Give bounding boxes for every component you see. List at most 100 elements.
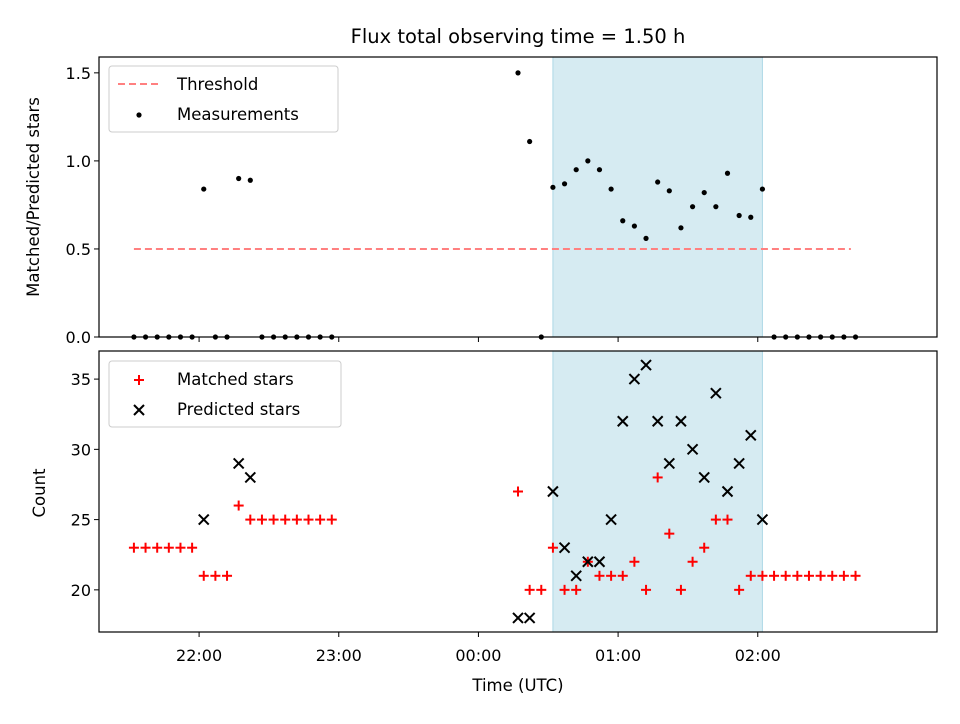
matched-star-point [734,584,745,595]
threshold-legend-label: Threshold [176,75,258,94]
bottom-y-tick-label: 35 [71,370,91,389]
matched-star-point [838,570,849,581]
measurement-point [585,158,591,164]
matched-star-point [559,584,570,595]
measurement-point [550,184,556,190]
top-y-axis-label: Matched/Predicted stars [24,97,43,297]
matched-star-point [803,570,814,581]
predicted-star-point [593,556,606,568]
predicted-star-point [232,457,245,470]
bottom-x-axis-label: Time (UTC) [471,676,563,695]
bottom-shaded-region [552,350,763,633]
top-shaded-region [552,56,763,338]
matched-star-point [815,570,826,581]
measurement-point [247,177,253,183]
measurement-point [608,186,614,192]
measurement-point [596,167,603,173]
predicted-stars-legend-swatch [133,404,145,416]
matched-star-point [664,528,675,539]
predicted-star-point [733,457,745,470]
bottom-y-tick-label: 20 [71,581,91,600]
measurement-point [713,204,719,210]
measurement-point [527,138,533,145]
bottom-x-tick-label: 00:00 [455,646,501,665]
matched-star-point [757,570,768,581]
matched-star-point [850,570,861,581]
predicted-star-point [547,485,559,498]
predicted-star-point [558,541,571,554]
bottom-x-tick-label: 23:00 [316,646,362,665]
measurements-legend-label: Measurements [177,105,299,124]
predicted-star-point [512,612,524,624]
matched-star-point [175,542,186,553]
matched-star-point [617,570,628,581]
predicted-star-point [745,429,757,442]
predicted-star-point [605,513,617,526]
matched-star-point [687,556,698,567]
matched-star-point [827,570,838,581]
chart-title: Flux total observing time = 1.50 h [351,25,686,48]
matched-star-point [722,514,733,525]
measurement-point [678,225,684,231]
predicted-star-point [244,471,257,484]
top-y-tick-label: 1.0 [66,152,91,171]
measurement-point [655,179,661,185]
bottom-y-axis-label: Count [30,468,49,518]
measurement-point [701,189,707,196]
predicted-star-point [698,471,710,484]
top-legend-frame [108,65,339,133]
matched-star-point [641,584,652,595]
bottom-plot-frame [98,350,938,633]
matched-star-point [769,570,780,581]
predicted-star-point [686,443,699,456]
measurement-point [736,212,742,219]
predicted-star-point [198,513,210,526]
top-legend: Threshold Measurements [108,65,339,133]
bottom-y-tick-label: 25 [71,511,91,530]
predicted-star-point [756,513,769,526]
measurement-point [631,223,637,229]
matched-star-point [233,500,244,511]
matched-star-point [629,556,640,567]
predicted-stars-legend-label: Predicted stars [177,400,300,419]
top-plot-frame [98,56,938,338]
predicted-stars-series [198,359,769,624]
matched-star-point [571,584,582,595]
measurement-point [748,214,754,220]
matched-star-point [198,570,209,581]
matched-star-point [780,570,791,581]
bottom-y-tick-label: 30 [71,440,91,459]
matched-stars-legend-swatch [134,375,144,385]
measurement-point [724,170,731,176]
matched-star-point [547,542,558,553]
measurement-point [561,181,568,187]
matched-star-point [710,514,721,525]
measurement-point [201,186,207,192]
predicted-star-point [628,373,641,385]
measurement-point [573,167,579,173]
top-shaded-band [552,56,763,338]
measurement-point [759,186,766,192]
bottom-x-tick-label: 01:00 [595,646,641,665]
predicted-star-point [570,570,582,582]
matched-star-point [536,584,547,595]
matched-star-point [163,542,174,553]
matched-star-point [606,570,617,581]
matched-star-point [245,514,256,525]
predicted-star-point [640,359,652,371]
matched-star-point [280,514,291,525]
matched-star-point [594,570,605,581]
matched-star-point [315,514,326,525]
matched-stars-legend-label: Matched stars [177,370,294,389]
top-axis-ticks: 0.0 0.5 1.0 1.5 [66,64,759,347]
matched-star-point [652,472,663,483]
predicted-star-point [721,485,734,498]
top-y-tick-label: 1.5 [66,64,91,83]
measurement-point [643,235,649,241]
matched-star-point [256,514,267,525]
bottom-legend: Matched stars Predicted stars [108,360,342,428]
measurement-point [689,204,696,210]
matched-star-point [745,570,756,581]
predicted-star-point [663,457,676,470]
matched-star-point [513,486,523,497]
